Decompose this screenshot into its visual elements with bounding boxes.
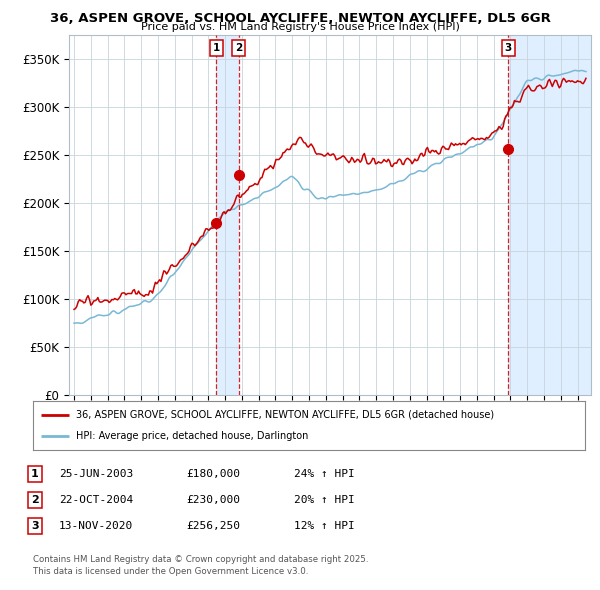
Text: 20% ↑ HPI: 20% ↑ HPI xyxy=(294,496,355,505)
Text: 2: 2 xyxy=(235,43,242,53)
Text: 36, ASPEN GROVE, SCHOOL AYCLIFFE, NEWTON AYCLIFFE, DL5 6GR (detached house): 36, ASPEN GROVE, SCHOOL AYCLIFFE, NEWTON… xyxy=(76,409,494,419)
Text: £256,250: £256,250 xyxy=(186,522,240,531)
Text: 3: 3 xyxy=(31,522,38,531)
Text: 13-NOV-2020: 13-NOV-2020 xyxy=(59,522,133,531)
Text: Price paid vs. HM Land Registry's House Price Index (HPI): Price paid vs. HM Land Registry's House … xyxy=(140,22,460,32)
Text: 22-OCT-2004: 22-OCT-2004 xyxy=(59,496,133,505)
Text: 24% ↑ HPI: 24% ↑ HPI xyxy=(294,470,355,479)
Text: 1: 1 xyxy=(31,470,38,479)
Text: 3: 3 xyxy=(505,43,512,53)
Text: 12% ↑ HPI: 12% ↑ HPI xyxy=(294,522,355,531)
Text: 25-JUN-2003: 25-JUN-2003 xyxy=(59,470,133,479)
Text: 2: 2 xyxy=(31,496,38,505)
Text: 36, ASPEN GROVE, SCHOOL AYCLIFFE, NEWTON AYCLIFFE, DL5 6GR: 36, ASPEN GROVE, SCHOOL AYCLIFFE, NEWTON… xyxy=(50,12,550,25)
Text: £230,000: £230,000 xyxy=(186,496,240,505)
Text: HPI: Average price, detached house, Darlington: HPI: Average price, detached house, Darl… xyxy=(76,431,308,441)
Text: This data is licensed under the Open Government Licence v3.0.: This data is licensed under the Open Gov… xyxy=(33,566,308,576)
Text: Contains HM Land Registry data © Crown copyright and database right 2025.: Contains HM Land Registry data © Crown c… xyxy=(33,555,368,564)
Text: £180,000: £180,000 xyxy=(186,470,240,479)
Bar xyxy=(217,35,239,395)
Bar xyxy=(508,35,591,395)
Text: 1: 1 xyxy=(213,43,220,53)
